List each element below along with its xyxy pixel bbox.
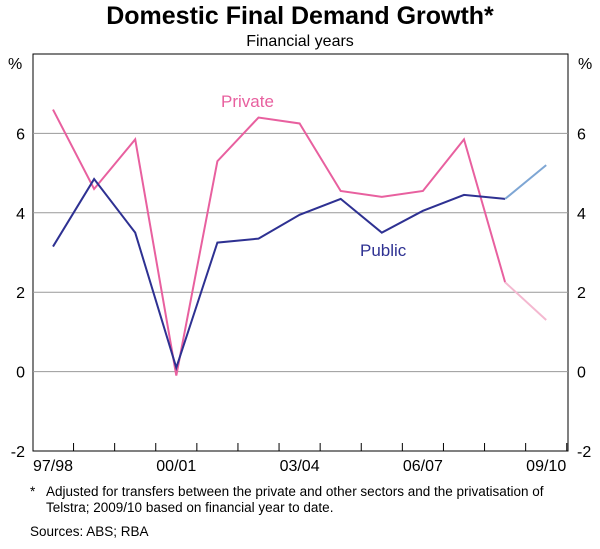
y-tick-label-left: 6 xyxy=(16,126,25,143)
series-label-public: Public xyxy=(360,241,407,260)
footnote-text: Adjusted for transfers between the priva… xyxy=(46,484,544,515)
series-line-public xyxy=(52,177,506,371)
x-tick-label: 06/07 xyxy=(403,458,443,475)
x-tick-label: 00/01 xyxy=(156,458,196,475)
footnote-marker: * xyxy=(30,484,36,499)
x-tick-label: 97/98 xyxy=(33,458,73,475)
y-axis-unit-left: % xyxy=(8,56,22,73)
y-tick-label-left: 0 xyxy=(16,365,25,382)
series-line-private xyxy=(52,109,507,376)
y-tick-label-right: 4 xyxy=(577,206,586,223)
chart-subtitle: Financial years xyxy=(246,33,354,50)
series-line-private-estimate xyxy=(504,281,547,321)
y-tick-label-right: 2 xyxy=(577,285,586,302)
y-tick-label-left: 2 xyxy=(16,285,25,302)
y-tick-label-right: -2 xyxy=(577,444,591,461)
y-tick-label-left: -2 xyxy=(11,444,25,461)
x-tick-label: 09/10 xyxy=(526,458,566,475)
y-tick-label-left: 4 xyxy=(16,206,25,223)
y-axis-unit-right: % xyxy=(578,56,592,73)
y-tick-label-right: 6 xyxy=(577,126,586,143)
sources: Sources: ABS; RBA xyxy=(30,524,149,539)
series-line-public-estimate xyxy=(504,164,547,200)
y-tick-label-right: 0 xyxy=(577,365,586,382)
plot-frame xyxy=(32,53,569,452)
chart-title: Domestic Final Demand Growth* xyxy=(106,2,494,30)
x-tick-label: 03/04 xyxy=(280,458,320,475)
footnote: * Adjusted for transfers between the pri… xyxy=(30,484,590,516)
series-label-private: Private xyxy=(221,92,274,111)
